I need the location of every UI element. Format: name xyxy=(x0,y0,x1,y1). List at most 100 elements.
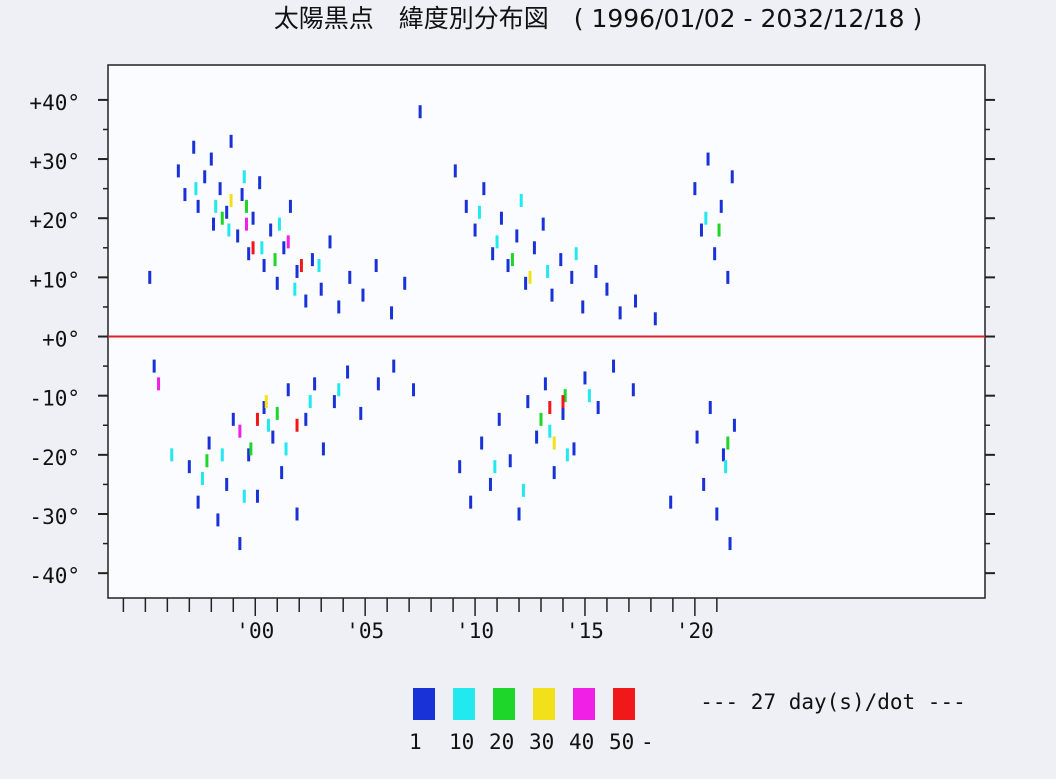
sunspot-dot xyxy=(561,395,565,409)
sunspot-dot xyxy=(497,412,501,426)
sunspot-dot xyxy=(541,217,545,231)
sunspot-dot xyxy=(247,448,251,462)
sunspot-dot xyxy=(196,199,200,213)
sunspot-dot xyxy=(148,270,152,284)
sunspot-dot xyxy=(715,507,719,521)
y-tick-label: +10° xyxy=(29,268,80,292)
sunspot-dot xyxy=(469,495,473,509)
sunspot-dot xyxy=(587,389,591,403)
sunspot-dot xyxy=(724,460,728,474)
sunspot-dot xyxy=(717,223,721,237)
sunspot-dot xyxy=(304,412,308,426)
sunspot-dot xyxy=(236,229,240,243)
sunspot-dot xyxy=(706,152,710,166)
sunspot-dot xyxy=(361,288,365,302)
sunspot-dot xyxy=(563,389,567,403)
sunspot-dot xyxy=(695,430,699,444)
sunspot-dot xyxy=(458,460,462,474)
sunspot-dot xyxy=(262,259,266,273)
sunspot-dot xyxy=(499,211,503,225)
legend-swatch xyxy=(413,688,435,720)
sunspot-dot xyxy=(242,170,246,184)
legend-swatch xyxy=(533,688,555,720)
sunspot-dot xyxy=(214,199,218,213)
sunspot-dot xyxy=(295,264,299,278)
sunspot-dot xyxy=(229,134,233,148)
sunspot-dot xyxy=(295,507,299,521)
sunspot-dot xyxy=(376,377,380,391)
sunspot-dot xyxy=(532,241,536,255)
sunspot-dot xyxy=(231,412,235,426)
y-tick-label: -40° xyxy=(29,564,80,588)
sunspot-dot xyxy=(242,489,246,503)
sunspot-dot xyxy=(255,489,259,503)
sunspot-dot xyxy=(176,164,180,178)
sunspot-dot xyxy=(583,371,587,385)
sunspot-dot xyxy=(473,223,477,237)
sunspot-dot xyxy=(205,454,209,468)
legend-swatch xyxy=(493,688,515,720)
plot-frame xyxy=(107,64,986,599)
sunspot-dot xyxy=(535,430,539,444)
sunspot-dot xyxy=(310,253,314,267)
sunspot-dot xyxy=(515,229,519,243)
sunspot-dot xyxy=(730,170,734,184)
sunspot-dot xyxy=(264,395,268,409)
sunspot-dot xyxy=(403,276,407,290)
sunspot-dot xyxy=(277,217,281,231)
x-tick-label: '15 xyxy=(566,619,604,643)
sunspot-dot xyxy=(732,418,736,432)
sunspot-dot xyxy=(374,259,378,273)
sunspot-dot xyxy=(521,483,525,497)
sunspot-dot xyxy=(574,247,578,261)
sunspot-dot xyxy=(570,270,574,284)
annotation: --- 27 day(s)/dot --- xyxy=(700,690,966,714)
sunspot-dot xyxy=(152,359,156,373)
sunspot-dot xyxy=(480,436,484,450)
sunspot-dot xyxy=(495,235,499,249)
sunspot-dot xyxy=(262,401,266,415)
sunspot-dot xyxy=(713,247,717,261)
legend-swatch xyxy=(573,688,595,720)
sunspot-dot xyxy=(418,105,422,119)
sunspot-dot xyxy=(170,448,174,462)
sunspot-dot xyxy=(275,276,279,290)
sunspot-dot xyxy=(548,401,552,415)
y-tick-label: -30° xyxy=(29,505,80,529)
sunspot-dot xyxy=(653,312,657,326)
sunspot-dot xyxy=(519,193,523,207)
sunspot-dot xyxy=(693,182,697,196)
sunspot-dot xyxy=(708,401,712,415)
sunspot-dot xyxy=(390,306,394,320)
sunspot-dot xyxy=(631,383,635,397)
sunspot-dot xyxy=(266,418,270,432)
sunspot-dot xyxy=(477,205,481,219)
sunspot-dot xyxy=(524,276,528,290)
sunspot-dot xyxy=(240,188,244,202)
sunspot-dot xyxy=(539,412,543,426)
sunspot-dot xyxy=(728,537,732,551)
sunspot-dot xyxy=(251,211,255,225)
sunspot-dot xyxy=(594,264,598,278)
legend-label: 50 xyxy=(609,730,634,754)
sunspot-dot xyxy=(299,259,303,273)
sunspot-dot xyxy=(559,253,563,267)
x-tick-label: '10 xyxy=(456,619,494,643)
sunspot-dot xyxy=(493,460,497,474)
sunspot-dot xyxy=(218,182,222,196)
sunspot-dot xyxy=(212,217,216,231)
sunspot-dot xyxy=(227,223,231,237)
sunspot-dot xyxy=(238,537,242,551)
sunspot-dot xyxy=(271,430,275,444)
legend-swatch xyxy=(613,688,635,720)
sunspot-dot xyxy=(464,199,468,213)
sunspot-dot xyxy=(528,270,532,284)
sunspot-dot xyxy=(506,259,510,273)
sunspot-dot xyxy=(286,383,290,397)
sunspot-dot xyxy=(304,294,308,308)
sunspot-dot xyxy=(726,270,730,284)
chart-title: 太陽黒点 緯度別分布図 ( 1996/01/02 - 2032/12/18 ) xyxy=(274,4,923,33)
sunspot-dot xyxy=(260,241,264,255)
sunspot-dot xyxy=(508,454,512,468)
